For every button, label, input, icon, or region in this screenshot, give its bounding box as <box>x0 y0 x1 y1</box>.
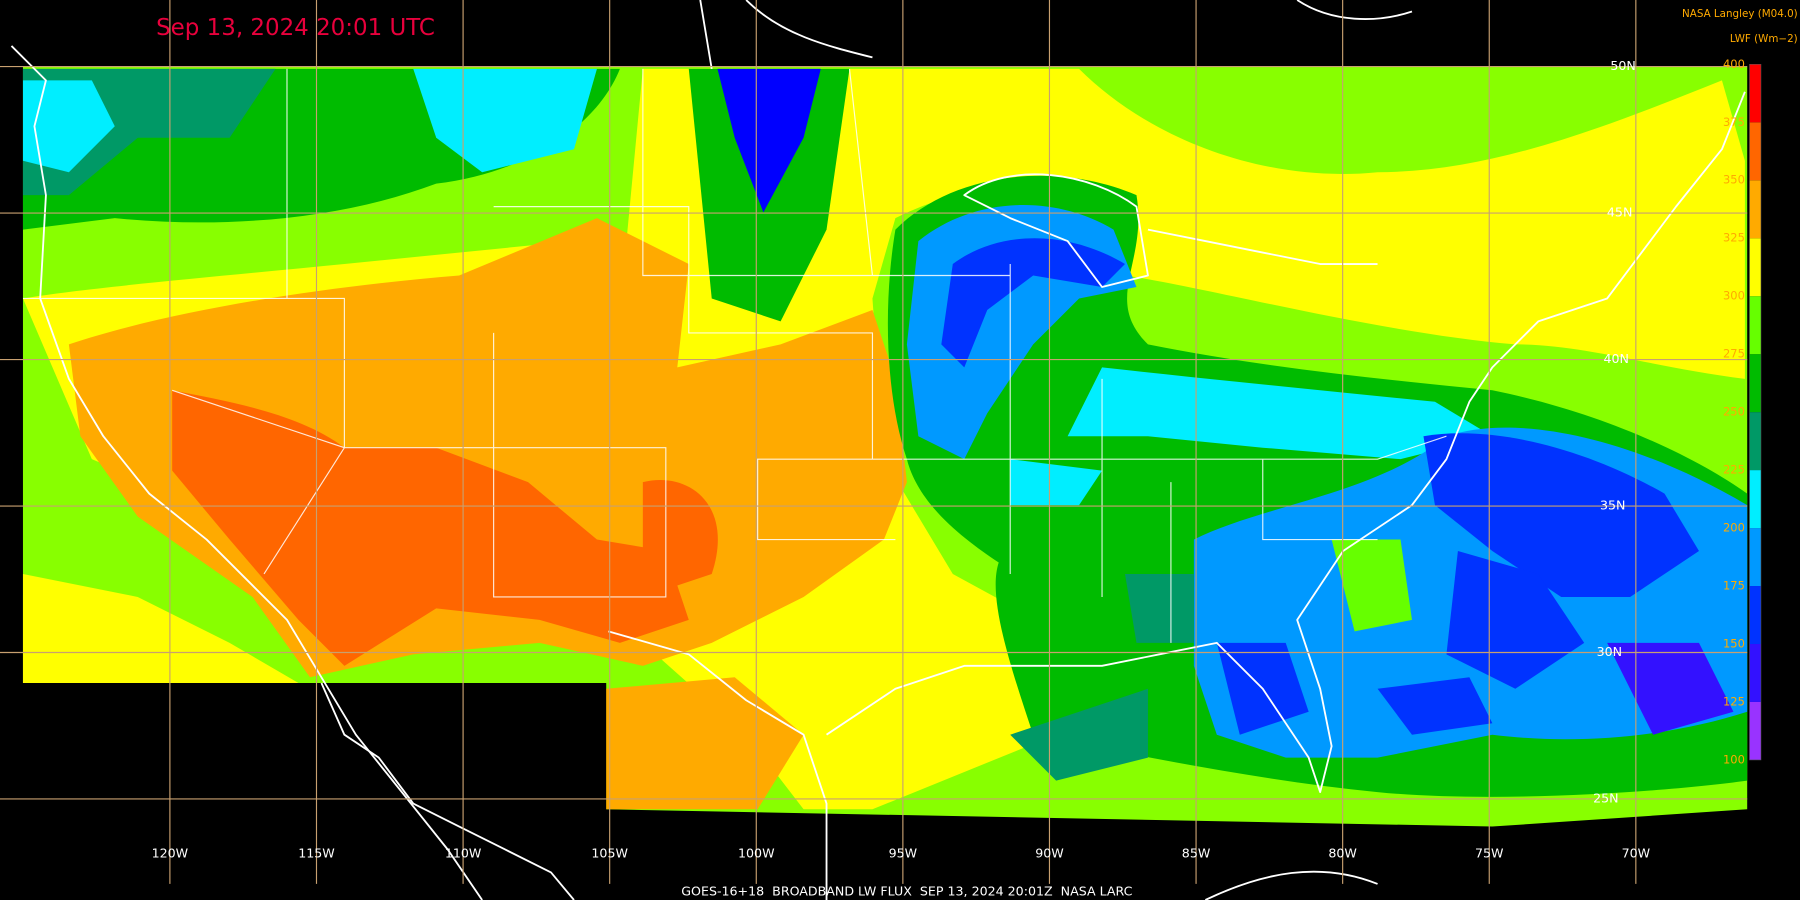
latitude-label: 30N <box>1597 644 1622 659</box>
colorbar: 100 125 150 175 200 225 250 275 300 325 350 375 400 <box>1723 57 1762 766</box>
latitude-label: 40N <box>1603 351 1628 366</box>
longitude-label: 95W <box>889 846 918 861</box>
latitude-label: 35N <box>1600 498 1625 513</box>
colorbar-tick-label: 250 <box>1723 405 1745 419</box>
colorbar-segment <box>1749 644 1761 702</box>
colorbar-segment <box>1749 122 1761 181</box>
colorbar-tick-label: 175 <box>1723 579 1745 593</box>
colorbar-tick-label: 375 <box>1723 115 1745 129</box>
credit: NASA Langley (M04.0) <box>1682 8 1798 20</box>
latitude-label: 45N <box>1607 205 1632 220</box>
coastlines <box>10 0 1746 900</box>
units-label: LWF (Wm−2) <box>1730 33 1798 45</box>
footer: GOES-16+18 BROADBAND LW FLUX SEP 13, 202… <box>681 883 1132 898</box>
colorbar-segment <box>1749 354 1761 413</box>
colorbar-tick-label: 400 <box>1723 57 1745 71</box>
colorbar-segment <box>1749 586 1761 645</box>
colorbar-tick-label: 125 <box>1723 694 1745 708</box>
colorbar-tick-label: 300 <box>1723 289 1745 303</box>
colorbar-tick-label: 275 <box>1723 347 1745 361</box>
colorbar-segment <box>1749 238 1761 297</box>
longitude-label: 110W <box>445 846 482 861</box>
colorbar-tick-label: 350 <box>1723 173 1745 187</box>
longitude-label: 80W <box>1328 846 1357 861</box>
longitude-label: 75W <box>1475 846 1504 861</box>
timestamp: Sep 13, 2024 20:01 UTC <box>156 15 435 41</box>
colorbar-tick-label: 325 <box>1723 231 1745 245</box>
longitude-label: 85W <box>1182 846 1211 861</box>
longitude-label: 70W <box>1622 846 1651 861</box>
longitude-label: 100W <box>738 846 775 861</box>
no-data-area <box>22 683 607 900</box>
latitude-label: 25N <box>1593 790 1618 805</box>
colorbar-segment <box>1749 64 1761 123</box>
colorbar-segment <box>1749 701 1761 760</box>
colorbar-frame <box>1749 63 1762 761</box>
colorbar-segment <box>1749 412 1761 471</box>
colorbar-segment <box>1749 180 1761 239</box>
colorbar-tick-label: 150 <box>1723 637 1745 651</box>
state-borders <box>22 68 1447 643</box>
latitude-label: 50N <box>1610 58 1635 73</box>
longitude-label: 115W <box>298 846 335 861</box>
lat-lon-grid: 120W 115W 110W 105W 100W 95W 90W 85W 80W 75W 70W 50… <box>0 0 1748 884</box>
colorbar-segment <box>1749 528 1761 587</box>
colorbar-tick-label: 225 <box>1723 463 1745 477</box>
longitude-label: 120W <box>152 846 189 861</box>
colorbar-segment <box>1749 296 1761 355</box>
longitude-label: 105W <box>591 846 628 861</box>
longitude-label: 90W <box>1035 846 1064 861</box>
colorbar-tick-label: 200 <box>1723 521 1745 535</box>
colorbar-segment <box>1749 470 1761 529</box>
colorbar-tick-label: 100 <box>1723 752 1745 766</box>
